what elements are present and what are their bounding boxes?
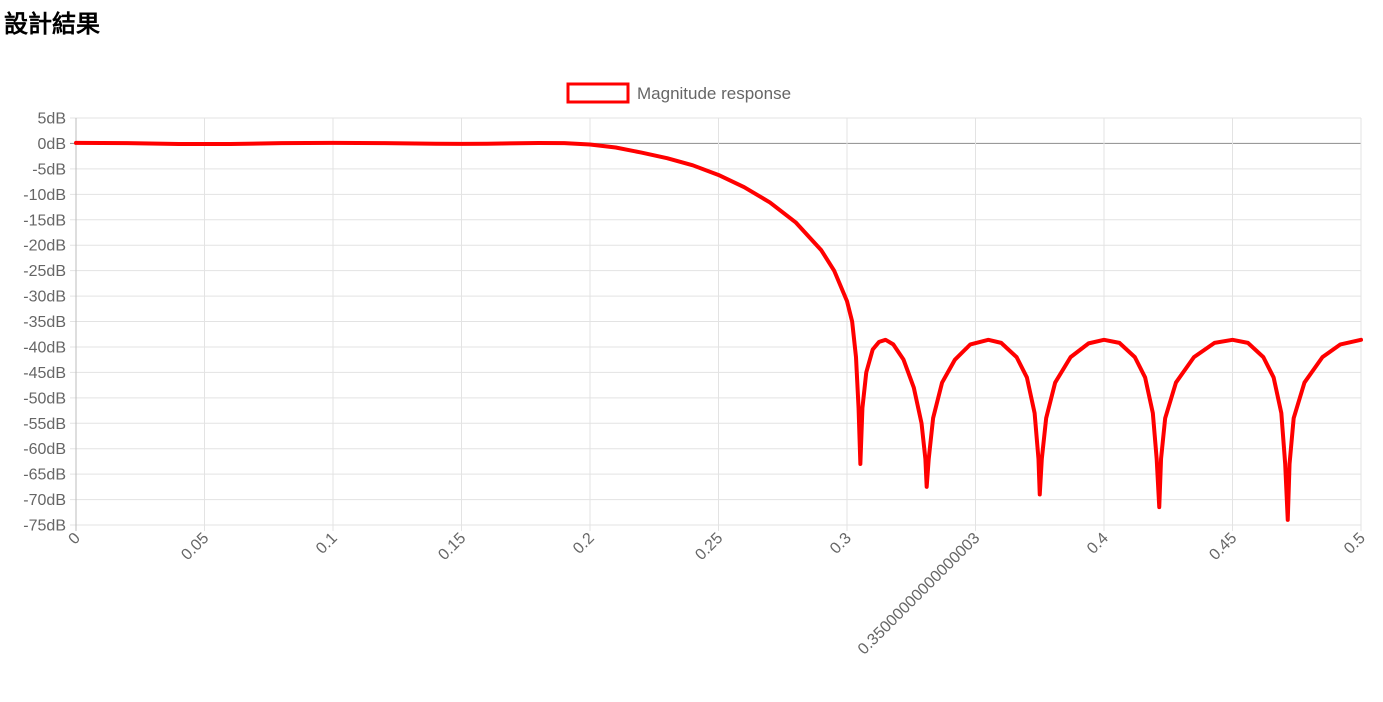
y-tick-label: -30dB <box>23 289 66 306</box>
y-tick-label: 0dB <box>38 136 66 153</box>
x-tick-label: 0.35000000000000003 <box>855 530 983 658</box>
y-tick-label: 5dB <box>38 111 66 128</box>
y-tick-label: -75dB <box>23 518 66 535</box>
x-tick-label: 0.25 <box>692 530 726 564</box>
series-layer <box>74 140 1363 522</box>
y-tick-label: -5dB <box>32 161 66 178</box>
y-tick-label: -65dB <box>23 467 66 484</box>
legend-swatch[interactable] <box>566 82 630 104</box>
y-tick-label: -10dB <box>23 187 66 204</box>
grid-lines <box>70 117 1362 531</box>
y-tick-label: -35dB <box>23 314 66 331</box>
y-tick-label: -45dB <box>23 365 66 382</box>
x-tick-label: 0.2 <box>570 530 598 558</box>
axes: 5dB 0dB -5dB -10dB -15dB -20dB -25dB -30dB -35dB… <box>23 111 1369 659</box>
y-tick-label: -20dB <box>23 238 66 255</box>
x-tick-label: 0.15 <box>435 530 469 564</box>
y-tick-label: -50dB <box>23 390 66 407</box>
x-tick-label: 0.1 <box>313 530 341 558</box>
page-title: 設計結果 <box>4 10 100 38</box>
series-line-magnitude-response <box>74 140 1363 522</box>
y-tick-label: -60dB <box>23 441 66 458</box>
x-tick-label: 0.05 <box>178 530 212 564</box>
x-tick-label: 0 <box>66 530 84 548</box>
x-tick-label: 0.3 <box>827 530 855 558</box>
y-tick-label: -15dB <box>23 212 66 229</box>
x-tick-label: 0.45 <box>1206 530 1240 564</box>
x-tick-label: 0.4 <box>1084 530 1112 558</box>
y-tick-label: -55dB <box>23 416 66 433</box>
y-tick-label: -25dB <box>23 263 66 280</box>
y-tick-label: -40dB <box>23 339 66 356</box>
legend[interactable]: Magnitude response <box>566 82 791 104</box>
x-tick-label: 0.5 <box>1341 530 1369 558</box>
y-tick-label: -70dB <box>23 492 66 509</box>
legend-label[interactable]: Magnitude response <box>637 84 791 103</box>
